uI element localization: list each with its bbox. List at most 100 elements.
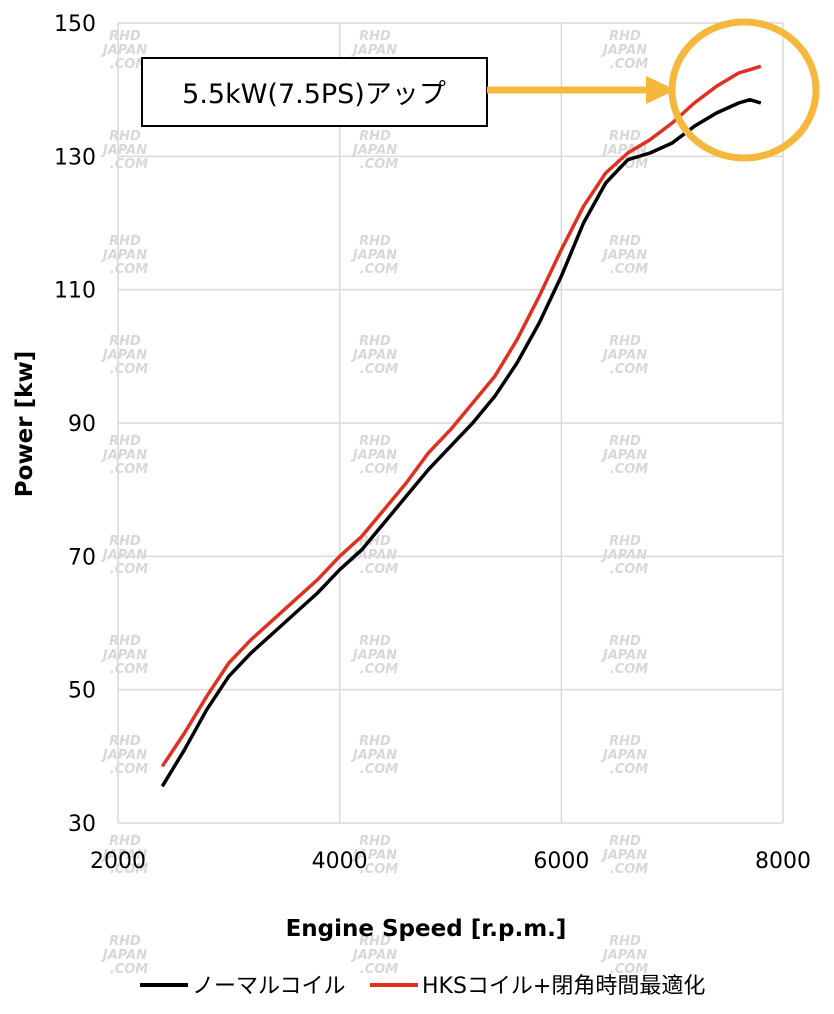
watermark-text: JAPAN [600, 348, 647, 363]
x-tick-label: 8000 [755, 849, 811, 874]
x-axis-title: Engine Speed [r.p.m.] [286, 916, 567, 942]
watermark-text: RHD [109, 234, 141, 249]
watermark-text: .COM [610, 762, 649, 777]
watermark-text: JAPAN [600, 43, 647, 58]
watermark-text: .COM [360, 962, 399, 977]
watermark-text: RHD [109, 334, 141, 349]
watermark-text: .COM [610, 57, 649, 72]
watermark-text: JAPAN [600, 548, 647, 563]
watermark-text: JAPAN [600, 948, 647, 963]
watermark-text: JAPAN [100, 748, 147, 763]
watermark-text: RHD [109, 834, 141, 849]
legend-label-hks: HKSコイル+閉角時間最適化 [422, 974, 705, 999]
y-axis-title: Power [kw] [12, 351, 38, 497]
annotation: 5.5kW(7.5PS)アップ [141, 18, 820, 162]
grid-lines [117, 22, 784, 824]
watermark-text: RHD [609, 434, 641, 449]
watermark-text: JAPAN [100, 848, 147, 863]
y-tick-labels: 30 50 70 90 110 130 150 [54, 12, 96, 837]
series-line-hks [160, 64, 762, 768]
watermark-text: RHD [609, 534, 641, 549]
watermark-text: .COM [610, 462, 649, 477]
watermark-text: JAPAN [350, 648, 397, 663]
watermark-text: JAPAN [350, 248, 397, 263]
y-tick-label: 50 [68, 679, 96, 704]
watermark-text: JAPAN [350, 143, 397, 158]
watermark-text: JAPAN [600, 248, 647, 263]
series-layer [160, 64, 762, 788]
watermark-text: JAPAN [350, 848, 397, 863]
watermark-text: RHD [109, 934, 141, 949]
watermark-text: RHD [609, 234, 641, 249]
highlight-circle [668, 18, 820, 162]
watermark-text: JAPAN [100, 348, 147, 363]
watermark-text: RHD [609, 129, 641, 144]
watermark-text: .COM [110, 462, 149, 477]
watermark-text: JAPAN [350, 448, 397, 463]
legend: ノーマルコイル HKSコイル+閉角時間最適化 [140, 974, 705, 999]
watermark-text: .COM [360, 762, 399, 777]
y-tick-label: 30 [68, 812, 96, 837]
watermark-text: JAPAN [600, 648, 647, 663]
y-tick-label: 90 [68, 412, 96, 437]
watermark-text: RHD [109, 29, 141, 44]
watermark-text: .COM [110, 862, 149, 877]
watermark-text: .COM [610, 962, 649, 977]
watermark-layer: RHDJAPAN.COMRHDJAPAN.COMRHDJAPAN.COMRHDJ… [100, 29, 648, 977]
y-tick-label: 150 [54, 12, 96, 37]
watermark-text: RHD [359, 334, 391, 349]
y-tick-label: 70 [68, 545, 96, 570]
watermark-text: .COM [110, 562, 149, 577]
watermark-text: JAPAN [100, 648, 147, 663]
watermark-text: RHD [109, 634, 141, 649]
watermark-text: RHD [609, 934, 641, 949]
watermark-text: .COM [610, 862, 649, 877]
watermark-text: .COM [610, 662, 649, 677]
legend-label-normal: ノーマルコイル [192, 974, 346, 999]
watermark-text: .COM [110, 157, 149, 172]
watermark-text: .COM [110, 262, 149, 277]
watermark-text: RHD [109, 734, 141, 749]
watermark-text: .COM [610, 262, 649, 277]
watermark-text: RHD [359, 934, 391, 949]
watermark-text: JAPAN [600, 848, 647, 863]
watermark-text: JAPAN [350, 948, 397, 963]
watermark-text: RHD [609, 29, 641, 44]
annotation-arrow-head [646, 76, 676, 104]
watermark-text: JAPAN [350, 748, 397, 763]
x-tick-label: 2000 [90, 849, 146, 874]
watermark-text: JAPAN [600, 448, 647, 463]
watermark-text: .COM [360, 362, 399, 377]
watermark-text: RHD [109, 434, 141, 449]
watermark-text: RHD [609, 334, 641, 349]
watermark-text: RHD [609, 634, 641, 649]
watermark-text: RHD [109, 129, 141, 144]
watermark-text: JAPAN [100, 448, 147, 463]
watermark-text: JAPAN [600, 748, 647, 763]
watermark-text: .COM [360, 562, 399, 577]
watermark-text: .COM [360, 157, 399, 172]
watermark-text: RHD [359, 734, 391, 749]
x-tick-label: 6000 [533, 849, 589, 874]
watermark-text: JAPAN [350, 348, 397, 363]
watermark-text: .COM [360, 862, 399, 877]
watermark-text: JAPAN [100, 548, 147, 563]
watermark-text: .COM [360, 462, 399, 477]
watermark-text: .COM [610, 362, 649, 377]
watermark-text: JAPAN [100, 43, 147, 58]
watermark-text: JAPAN [100, 948, 147, 963]
series-line-normal [160, 97, 762, 788]
watermark-text: RHD [359, 234, 391, 249]
y-tick-label: 130 [54, 145, 96, 170]
watermark-text: .COM [110, 662, 149, 677]
watermark-text: JAPAN [100, 248, 147, 263]
watermark-text: RHD [359, 434, 391, 449]
watermark-text: .COM [110, 962, 149, 977]
watermark-text: .COM [110, 57, 149, 72]
watermark-text: .COM [360, 262, 399, 277]
watermark-text: RHD [609, 734, 641, 749]
y-tick-label: 110 [54, 279, 96, 304]
watermark-text: .COM [110, 762, 149, 777]
annotation-text: 5.5kW(7.5PS)アップ [182, 79, 446, 110]
